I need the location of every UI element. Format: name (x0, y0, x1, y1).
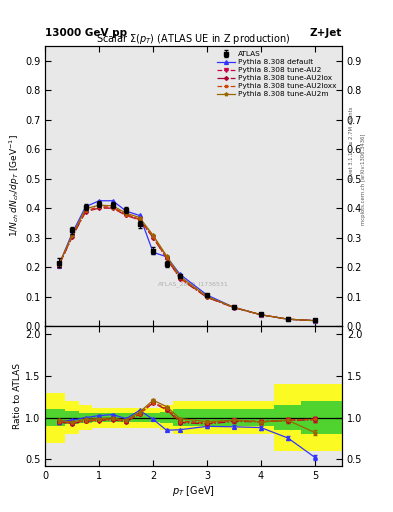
Pythia 8.308 tune-AU2loxx (83, 208, 88, 214)
Pythia 8.308 tune-AU2lox (286, 316, 290, 322)
Pythia 8.308 tune-AU2lox (137, 217, 142, 223)
Pythia 8.308 default (205, 292, 209, 298)
Pythia 8.308 tune-AU2m (312, 317, 317, 324)
Pythia 8.308 tune-AU2m (110, 203, 115, 209)
Pythia 8.308 default (56, 263, 61, 269)
Pythia 8.308 default (178, 271, 182, 278)
Pythia 8.308 tune-AU2 (56, 263, 61, 269)
Pythia 8.308 tune-AU2m (151, 232, 156, 238)
Pythia 8.308 tune-AU2loxx (124, 212, 129, 218)
Pythia 8.308 tune-AU2lox (151, 234, 156, 241)
Pythia 8.308 tune-AU2 (70, 233, 75, 239)
Pythia 8.308 tune-AU2 (259, 312, 263, 318)
Pythia 8.308 tune-AU2loxx (151, 234, 156, 240)
Pythia 8.308 tune-AU2loxx (312, 317, 317, 324)
Pythia 8.308 tune-AU2lox (97, 205, 101, 211)
Pythia 8.308 tune-AU2lox (312, 317, 317, 324)
Pythia 8.308 tune-AU2 (124, 211, 129, 218)
Pythia 8.308 tune-AU2 (151, 234, 156, 240)
Line: Pythia 8.308 tune-AU2m: Pythia 8.308 tune-AU2m (57, 203, 317, 323)
Pythia 8.308 tune-AU2loxx (137, 217, 142, 223)
Pythia 8.308 default (286, 316, 290, 322)
Line: Pythia 8.308 tune-AU2lox: Pythia 8.308 tune-AU2lox (57, 207, 316, 322)
Pythia 8.308 tune-AU2loxx (286, 316, 290, 322)
Pythia 8.308 tune-AU2m (259, 312, 263, 318)
Pythia 8.308 tune-AU2lox (70, 234, 75, 240)
Pythia 8.308 default (151, 249, 156, 255)
Pythia 8.308 tune-AU2lox (56, 263, 61, 269)
Title: Scalar $\Sigma(p_T)$ (ATLAS UE in Z production): Scalar $\Sigma(p_T)$ (ATLAS UE in Z prod… (96, 32, 291, 46)
Pythia 8.308 tune-AU2 (110, 204, 115, 210)
Pythia 8.308 tune-AU2loxx (259, 312, 263, 318)
Pythia 8.308 default (97, 198, 101, 204)
Pythia 8.308 tune-AU2lox (164, 255, 169, 261)
Pythia 8.308 tune-AU2loxx (56, 263, 61, 269)
Pythia 8.308 default (164, 253, 169, 260)
Pythia 8.308 default (110, 198, 115, 204)
Pythia 8.308 tune-AU2 (137, 216, 142, 222)
Pythia 8.308 tune-AU2 (83, 208, 88, 214)
Pythia 8.308 tune-AU2m (97, 202, 101, 208)
Pythia 8.308 tune-AU2lox (231, 305, 236, 311)
Pythia 8.308 tune-AU2m (137, 215, 142, 221)
Pythia 8.308 tune-AU2loxx (205, 294, 209, 300)
Legend: ATLAS, Pythia 8.308 default, Pythia 8.308 tune-AU2, Pythia 8.308 tune-AU2lox, Py: ATLAS, Pythia 8.308 default, Pythia 8.30… (215, 50, 338, 99)
Pythia 8.308 tune-AU2loxx (97, 204, 101, 210)
Pythia 8.308 tune-AU2m (231, 304, 236, 310)
Line: Pythia 8.308 tune-AU2: Pythia 8.308 tune-AU2 (57, 205, 317, 323)
Pythia 8.308 tune-AU2lox (124, 212, 129, 219)
Y-axis label: Ratio to ATLAS: Ratio to ATLAS (13, 363, 22, 429)
Pythia 8.308 tune-AU2m (286, 316, 290, 322)
Pythia 8.308 tune-AU2lox (83, 208, 88, 215)
Pythia 8.308 tune-AU2m (164, 253, 169, 259)
Text: Rivet 3.1.10, ≥ 2.7M events: Rivet 3.1.10, ≥ 2.7M events (349, 106, 354, 180)
Pythia 8.308 tune-AU2 (231, 304, 236, 310)
Pythia 8.308 tune-AU2loxx (70, 233, 75, 240)
Line: Pythia 8.308 tune-AU2loxx: Pythia 8.308 tune-AU2loxx (57, 206, 316, 322)
Pythia 8.308 tune-AU2lox (110, 205, 115, 211)
Pythia 8.308 tune-AU2m (70, 232, 75, 238)
Text: Z+Jet: Z+Jet (310, 28, 342, 38)
Pythia 8.308 tune-AU2 (164, 254, 169, 261)
X-axis label: $p_T$ [GeV]: $p_T$ [GeV] (172, 483, 215, 498)
Pythia 8.308 default (312, 317, 317, 324)
Pythia 8.308 tune-AU2loxx (231, 304, 236, 310)
Text: 13000 GeV pp: 13000 GeV pp (45, 28, 127, 38)
Pythia 8.308 default (70, 230, 75, 236)
Pythia 8.308 tune-AU2 (286, 316, 290, 322)
Pythia 8.308 tune-AU2lox (205, 294, 209, 301)
Pythia 8.308 default (137, 212, 142, 219)
Pythia 8.308 tune-AU2m (178, 273, 182, 280)
Text: ATLAS_2019_I1736531: ATLAS_2019_I1736531 (158, 281, 229, 287)
Pythia 8.308 tune-AU2loxx (178, 275, 182, 281)
Text: mcplots.cern.ch [arXiv:1306.3436]: mcplots.cern.ch [arXiv:1306.3436] (361, 134, 366, 225)
Pythia 8.308 tune-AU2loxx (110, 205, 115, 211)
Pythia 8.308 tune-AU2m (83, 206, 88, 212)
Pythia 8.308 default (231, 304, 236, 310)
Pythia 8.308 tune-AU2 (97, 204, 101, 210)
Pythia 8.308 tune-AU2m (56, 262, 61, 268)
Y-axis label: $1/N_{ch}\,dN_{ch}/dp_T$ [GeV$^{-1}$]: $1/N_{ch}\,dN_{ch}/dp_T$ [GeV$^{-1}$] (8, 135, 22, 238)
Pythia 8.308 tune-AU2lox (178, 276, 182, 282)
Pythia 8.308 default (124, 208, 129, 214)
Pythia 8.308 default (83, 204, 88, 210)
Pythia 8.308 default (259, 312, 263, 318)
Line: Pythia 8.308 default: Pythia 8.308 default (57, 199, 317, 323)
Pythia 8.308 tune-AU2 (312, 317, 317, 324)
Pythia 8.308 tune-AU2loxx (164, 255, 169, 261)
Pythia 8.308 tune-AU2m (205, 293, 209, 300)
Pythia 8.308 tune-AU2 (178, 275, 182, 281)
Pythia 8.308 tune-AU2 (205, 294, 209, 300)
Pythia 8.308 tune-AU2m (124, 210, 129, 216)
Pythia 8.308 tune-AU2lox (259, 312, 263, 318)
